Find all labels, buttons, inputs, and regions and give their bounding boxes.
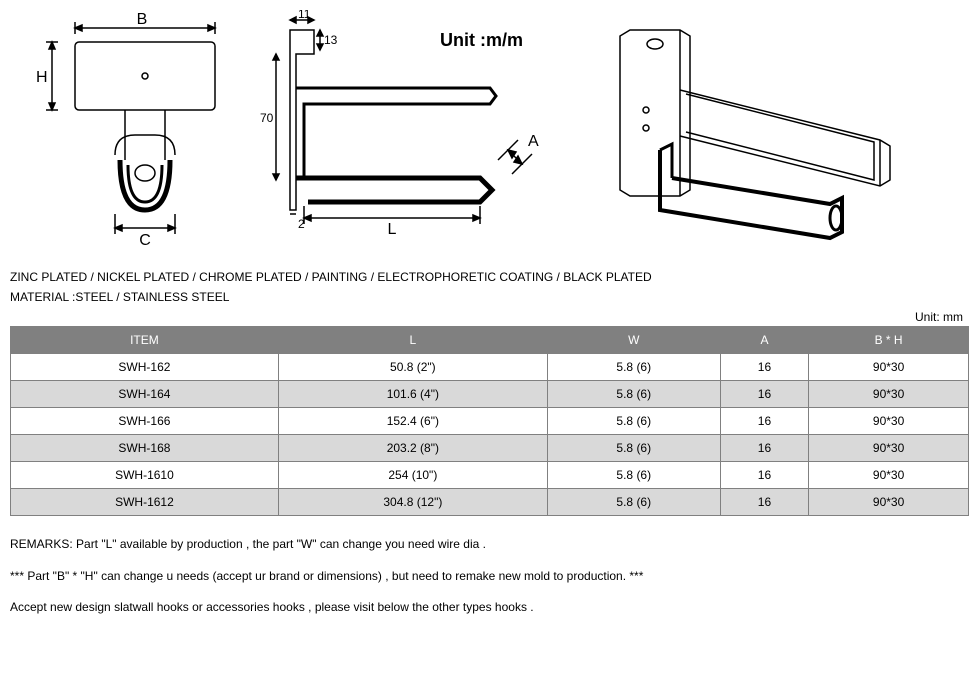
table-cell: 90*30 <box>809 435 969 462</box>
table-cell: 90*30 <box>809 462 969 489</box>
table-row: SWH-168203.2 (8")5.8 (6)1690*30 <box>11 435 969 462</box>
svg-text:B: B <box>137 11 148 28</box>
table-cell: 5.8 (6) <box>547 462 720 489</box>
plating-line: ZINC PLATED / NICKEL PLATED / CHROME PLA… <box>10 270 969 284</box>
diagram-area: Unit :m/m B H <box>10 10 969 250</box>
diagram-iso <box>590 10 910 250</box>
svg-text:11: 11 <box>298 10 311 21</box>
svg-text:13: 13 <box>324 33 338 47</box>
table-cell: 16 <box>720 462 808 489</box>
table-cell: 101.6 (4") <box>278 381 547 408</box>
table-cell: 16 <box>720 408 808 435</box>
table-cell: 90*30 <box>809 489 969 516</box>
table-cell: SWH-162 <box>11 354 279 381</box>
svg-text:H: H <box>36 69 48 86</box>
table-cell: 90*30 <box>809 354 969 381</box>
col-header: ITEM <box>11 327 279 354</box>
table-cell: 5.8 (6) <box>547 489 720 516</box>
table-cell: 16 <box>720 381 808 408</box>
remark-2: *** Part "B" * "H" can change u needs (a… <box>10 566 969 588</box>
table-row: SWH-16250.8 (2")5.8 (6)1690*30 <box>11 354 969 381</box>
table-cell: 5.8 (6) <box>547 408 720 435</box>
table-row: SWH-164101.6 (4")5.8 (6)1690*30 <box>11 381 969 408</box>
table-cell: 5.8 (6) <box>547 381 720 408</box>
remark-1: REMARKS: Part "L" available by productio… <box>10 534 969 556</box>
col-header: W <box>547 327 720 354</box>
svg-text:L: L <box>388 221 397 238</box>
table-cell: 5.8 (6) <box>547 435 720 462</box>
table-cell: SWH-164 <box>11 381 279 408</box>
svg-text:C: C <box>139 232 151 249</box>
table-cell: SWH-1612 <box>11 489 279 516</box>
spec-table: ITEMLWAB * H SWH-16250.8 (2")5.8 (6)1690… <box>10 326 969 516</box>
table-cell: 90*30 <box>809 408 969 435</box>
table-cell: 203.2 (8") <box>278 435 547 462</box>
svg-text:A: A <box>528 133 539 150</box>
table-cell: 16 <box>720 435 808 462</box>
col-header: L <box>278 327 547 354</box>
table-row: SWH-166152.4 (6")5.8 (6)1690*30 <box>11 408 969 435</box>
unit-mm: Unit: mm <box>10 310 963 324</box>
table-cell: 50.8 (2") <box>278 354 547 381</box>
table-cell: 90*30 <box>809 381 969 408</box>
remarks-block: REMARKS: Part "L" available by productio… <box>10 534 969 619</box>
table-cell: 152.4 (6") <box>278 408 547 435</box>
table-cell: 254 (10") <box>278 462 547 489</box>
table-cell: 304.8 (12") <box>278 489 547 516</box>
svg-text:70: 70 <box>260 111 274 125</box>
table-cell: 5.8 (6) <box>547 354 720 381</box>
table-cell: SWH-166 <box>11 408 279 435</box>
material-line: MATERIAL :STEEL / STAINLESS STEEL <box>10 290 969 304</box>
table-cell: 16 <box>720 354 808 381</box>
table-cell: 16 <box>720 489 808 516</box>
table-row: SWH-1612304.8 (12")5.8 (6)1690*30 <box>11 489 969 516</box>
table-cell: SWH-1610 <box>11 462 279 489</box>
table-cell: SWH-168 <box>11 435 279 462</box>
unit-label: Unit :m/m <box>440 30 523 51</box>
col-header: B * H <box>809 327 969 354</box>
diagram-front: B H <box>30 10 230 250</box>
remark-3: Accept new design slatwall hooks or acce… <box>10 597 969 619</box>
col-header: A <box>720 327 808 354</box>
table-row: SWH-1610254 (10")5.8 (6)1690*30 <box>11 462 969 489</box>
